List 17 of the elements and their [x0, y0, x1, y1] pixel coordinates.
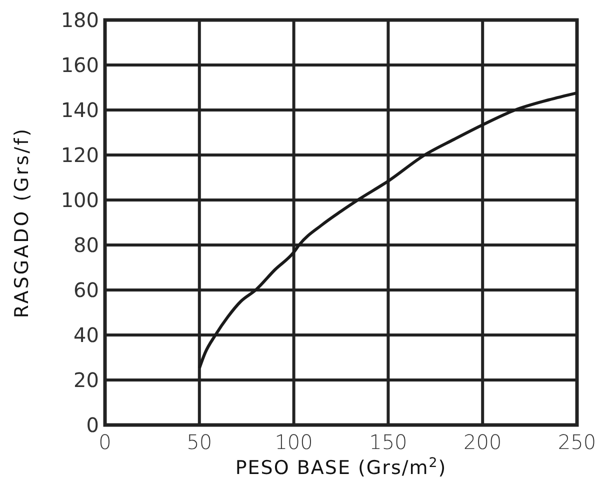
y-tick-label: 160	[60, 53, 99, 77]
x-axis-title: PESO BASE (Grs/m$^{2}$)	[235, 456, 447, 479]
y-tick-label: 180	[60, 8, 99, 32]
y-tick-label: 100	[60, 188, 99, 212]
y-tick-label: 120	[60, 143, 99, 167]
y-tick-label: 60	[74, 278, 99, 302]
x-tick-label: 50	[186, 430, 212, 454]
x-tick-label: 200	[464, 430, 502, 454]
y-tick-label: 20	[74, 368, 99, 392]
x-tick-label: 100	[274, 430, 313, 454]
x-tick-label: 250	[558, 430, 596, 454]
y-axis-title: RASGADO (Grs/f)	[11, 126, 33, 318]
y-tick-label: 80	[74, 233, 99, 257]
y-tick-label: 140	[60, 98, 99, 122]
y-tick-label: 40	[74, 323, 99, 347]
x-tick-label: 150	[369, 430, 408, 454]
y-tick-label: 0	[86, 413, 99, 437]
